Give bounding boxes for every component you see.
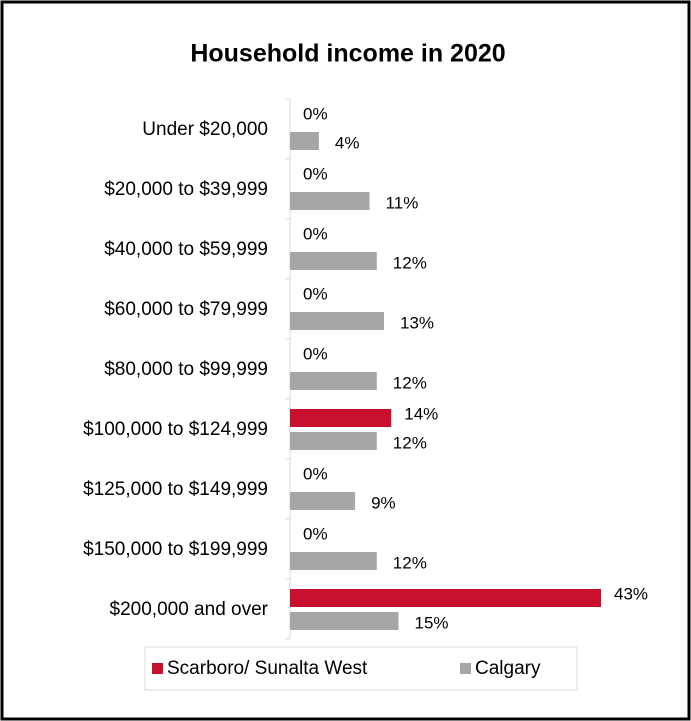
bar bbox=[290, 552, 377, 570]
bar bbox=[290, 432, 377, 450]
data-label: 15% bbox=[414, 613, 448, 632]
data-label: 14% bbox=[404, 404, 438, 423]
data-label: 11% bbox=[386, 193, 419, 212]
category-label: $60,000 to $79,999 bbox=[104, 299, 268, 320]
data-label: 0% bbox=[303, 104, 328, 123]
data-label: 13% bbox=[400, 313, 434, 332]
data-label: 0% bbox=[303, 224, 328, 243]
bar bbox=[290, 252, 377, 270]
data-label: 0% bbox=[303, 464, 328, 483]
bar bbox=[290, 409, 392, 427]
category-label: $200,000 and over bbox=[110, 599, 269, 620]
legend-swatch bbox=[460, 663, 471, 674]
bar bbox=[290, 372, 377, 390]
data-label: 4% bbox=[335, 133, 360, 152]
category-label: $40,000 to $59,999 bbox=[104, 239, 268, 260]
category-label: $80,000 to $99,999 bbox=[104, 359, 268, 380]
data-label: 12% bbox=[393, 253, 427, 272]
bar bbox=[290, 132, 319, 150]
data-label: 0% bbox=[303, 344, 328, 363]
bar bbox=[290, 589, 601, 607]
data-label: 9% bbox=[371, 493, 396, 512]
legend-label: Scarboro/ Sunalta West bbox=[167, 658, 368, 679]
category-label: $100,000 to $124,999 bbox=[83, 419, 268, 440]
legend-swatch bbox=[152, 663, 163, 674]
category-label: $20,000 to $39,999 bbox=[104, 179, 268, 200]
data-label: 0% bbox=[303, 164, 328, 183]
bar bbox=[290, 492, 356, 510]
data-label: 12% bbox=[393, 433, 427, 452]
bar bbox=[290, 192, 370, 210]
data-label: 0% bbox=[303, 284, 328, 303]
category-label: $150,000 to $199,999 bbox=[83, 539, 268, 560]
bar bbox=[290, 612, 399, 630]
data-label: 43% bbox=[614, 584, 648, 603]
data-label: 12% bbox=[393, 373, 427, 392]
data-label: 12% bbox=[393, 553, 427, 572]
legend-box bbox=[144, 646, 578, 691]
data-label: 0% bbox=[303, 524, 328, 543]
legend-label: Calgary bbox=[475, 658, 541, 679]
category-label: $125,000 to $149,999 bbox=[83, 479, 268, 500]
category-label: Under $20,000 bbox=[142, 119, 268, 140]
bar bbox=[290, 312, 385, 330]
chart-title: Household income in 2020 bbox=[190, 40, 505, 68]
